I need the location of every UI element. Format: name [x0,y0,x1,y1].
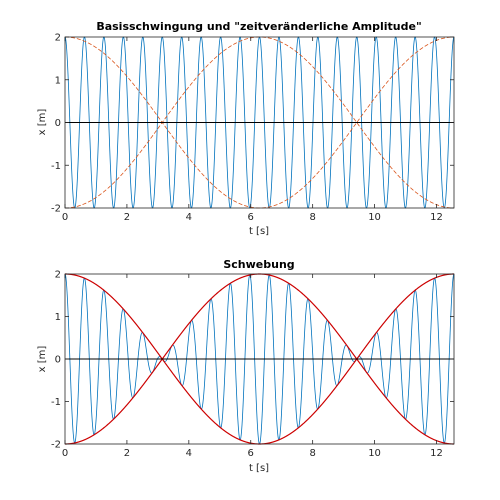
bottom-plot-xtick-label: 4 [186,448,192,459]
bottom-plot-ytick-label: 0 [55,355,61,366]
bottom-plot-xtick-label: 6 [248,448,254,459]
top-plot: Basisschwingung und "zeitveränderliche A… [37,20,455,237]
top-plot-ytick-label: -2 [51,204,61,215]
bottom-plot-xtick-label: 10 [368,448,381,459]
top-plot-xtick-label: 6 [248,212,254,223]
bottom-plot-title: Schwebung [223,258,294,271]
top-plot-ytick-label: 0 [55,118,61,129]
bottom-plot-ytick-label: 2 [55,270,61,281]
bottom-plot-ytick-label: 1 [55,312,61,323]
top-plot-xtick-label: 10 [368,212,381,223]
top-plot-xtick-label: 8 [309,212,315,223]
top-plot-xtick-label: 2 [124,212,130,223]
top-plot-ytick-label: 1 [55,75,61,86]
top-plot-title: Basisschwingung und "zeitveränderliche A… [96,20,421,33]
bottom-plot-xlabel: t [s] [249,463,269,474]
top-plot-xlabel: t [s] [249,226,269,237]
top-plot-ytick-label: 2 [55,33,61,44]
top-plot-xtick-label: 0 [62,212,68,223]
bottom-plot-xtick-label: 2 [124,448,130,459]
bottom-plot-xtick-label: 12 [430,448,443,459]
bottom-plot-ytick-label: -1 [51,397,61,408]
bottom-plot-ytick-label: -2 [51,440,61,451]
top-plot-ytick-label: -1 [51,161,61,172]
bottom-plot-ylabel: x [m] [37,346,48,373]
top-plot-xtick-label: 4 [186,212,192,223]
top-plot-xtick-label: 12 [430,212,443,223]
bottom-plot-xtick-label: 8 [309,448,315,459]
bottom-plot-xtick-label: 0 [62,448,68,459]
top-plot-ylabel: x [m] [37,109,48,136]
